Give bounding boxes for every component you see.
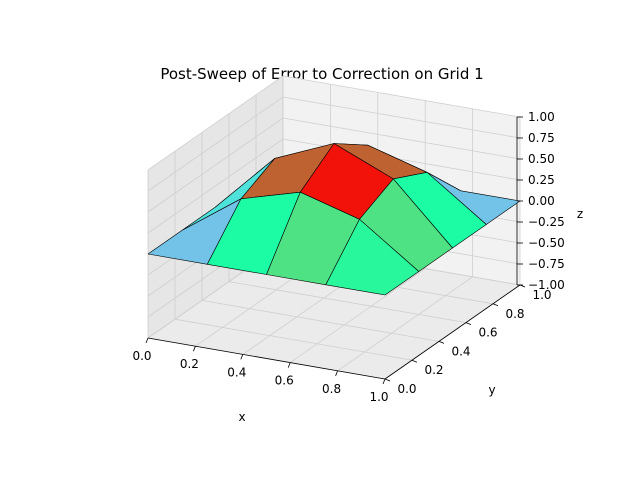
z-tick-label: −0.50 xyxy=(528,236,565,250)
x-tick-mark xyxy=(382,378,386,385)
grid-line-z-left xyxy=(147,138,284,234)
grid-line-x-floor xyxy=(289,268,426,363)
surface xyxy=(147,143,521,296)
grid-line-y-floor xyxy=(201,300,440,342)
x-tick-mark xyxy=(240,354,244,360)
y-tick-mark xyxy=(438,341,445,344)
y-tick-label: 0.6 xyxy=(478,326,497,340)
grid-line-y-floor xyxy=(228,281,467,323)
z-tick-label: 0.75 xyxy=(528,131,555,145)
y-axis-line xyxy=(384,284,521,380)
y-axis-label: y xyxy=(488,383,495,397)
x-axis-line xyxy=(147,337,386,380)
tick-labels: 0.00.20.40.60.81.00.00.20.40.60.81.0−1.0… xyxy=(132,110,564,404)
chart-title: Post-Sweep of Error to Correction on Gri… xyxy=(160,65,483,83)
z-tick-label: 0.25 xyxy=(528,173,555,187)
grid-line-z-left xyxy=(147,96,284,192)
y-tick-mark xyxy=(411,359,418,363)
z-tick-label: −0.25 xyxy=(528,215,565,229)
x-tick-mark xyxy=(193,346,196,352)
surface-patch xyxy=(325,219,420,296)
grid-line-z-left xyxy=(147,75,284,171)
x-tick-label: 0.6 xyxy=(275,374,294,388)
z-axis-label: z xyxy=(577,207,583,221)
y-tick-label: 0.2 xyxy=(424,363,443,377)
grid-line-z-back xyxy=(282,75,521,118)
y-tick-mark xyxy=(465,322,472,325)
x-tick-label: 0.4 xyxy=(227,365,246,379)
z-tick-label: −0.75 xyxy=(528,257,565,271)
y-tick-label: 0.0 xyxy=(397,382,416,396)
grid-line-z-back xyxy=(282,96,521,139)
floor-pane xyxy=(148,244,520,379)
y-tick-label: 1.0 xyxy=(532,288,551,302)
z-tick-label: 0.50 xyxy=(528,152,555,166)
x-tick-mark xyxy=(287,362,291,368)
grid-line-x-floor xyxy=(337,276,473,372)
y-tick-mark xyxy=(492,303,499,307)
z-tick-label: −1.00 xyxy=(528,278,565,292)
grid-line-z-left xyxy=(147,117,284,213)
x-tick-mark xyxy=(335,370,338,376)
grid-line-z-back xyxy=(282,138,521,181)
z-tick-label: 0.00 xyxy=(528,194,555,208)
x-axis-label: x xyxy=(238,410,245,424)
x-tick-label: 0.2 xyxy=(180,357,199,371)
y-tick-mark xyxy=(384,378,391,382)
grid-line-z-back xyxy=(282,117,521,160)
x-tick-mark xyxy=(145,337,149,344)
x-tick-label: 1.0 xyxy=(369,390,388,404)
z-tick-label: 1.00 xyxy=(528,110,555,124)
y-tick-label: 0.8 xyxy=(505,307,524,321)
y-tick-label: 0.4 xyxy=(451,344,470,358)
x-tick-label: 0.0 xyxy=(132,349,151,363)
x-tick-label: 0.8 xyxy=(322,382,341,396)
grid-line-y-floor xyxy=(174,318,413,361)
